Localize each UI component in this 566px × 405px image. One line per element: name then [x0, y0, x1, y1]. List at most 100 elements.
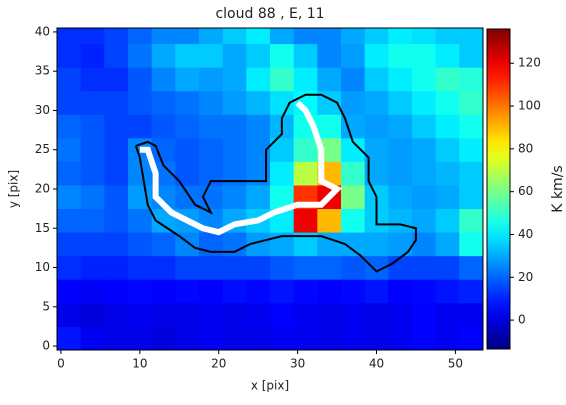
- x-axis-label: x [pix]: [251, 379, 289, 393]
- heatmap-cell: [246, 43, 271, 68]
- heatmap-cell: [412, 114, 437, 139]
- heatmap-cell: [175, 161, 200, 186]
- heatmap-cell: [459, 137, 484, 162]
- heatmap-cell: [175, 90, 200, 115]
- heatmap-cell: [317, 326, 342, 351]
- heatmap-cell: [270, 90, 295, 115]
- heatmap-cell: [80, 43, 105, 68]
- heatmap-cell: [388, 67, 413, 92]
- heatmap-cell: [199, 302, 224, 327]
- heatmap-cell: [317, 114, 342, 139]
- heatmap-cell: [57, 67, 82, 92]
- colorbar-tick-label: 80: [518, 141, 533, 155]
- y-axis-label: y [pix]: [7, 170, 21, 208]
- heatmap-cell: [80, 137, 105, 162]
- heatmap-cell: [222, 28, 247, 45]
- heatmap-cell: [222, 302, 247, 327]
- heatmap-cell: [57, 28, 82, 45]
- heatmap-cell: [364, 114, 389, 139]
- heatmap-cell: [246, 185, 271, 210]
- heatmap-cell: [435, 279, 460, 304]
- heatmap-cell: [364, 161, 389, 186]
- heatmap-cell: [222, 279, 247, 304]
- heatmap-cell: [435, 255, 460, 280]
- y-tick-label: 5: [42, 299, 50, 313]
- heatmap-cell: [199, 326, 224, 351]
- chart-title: cloud 88 , E, 11: [215, 6, 324, 22]
- heatmap-cell: [317, 43, 342, 68]
- heatmap-cell: [222, 43, 247, 68]
- heatmap-cell: [104, 28, 129, 45]
- heatmap-cell: [435, 161, 460, 186]
- heatmap-cell: [222, 326, 247, 351]
- heatmap-cell: [412, 28, 437, 45]
- heatmap-cell: [364, 279, 389, 304]
- x-tick-label: 50: [448, 357, 463, 371]
- y-tick-label: 35: [35, 64, 50, 78]
- heatmap-cell: [388, 114, 413, 139]
- heatmap-cell: [222, 114, 247, 139]
- heatmap-cell: [80, 255, 105, 280]
- heatmap-cell: [317, 302, 342, 327]
- heatmap-cell: [293, 137, 318, 162]
- heatmap-cell: [57, 185, 82, 210]
- heatmap-cell: [246, 90, 271, 115]
- heatmap-cell: [246, 28, 271, 45]
- heatmap-cell: [341, 114, 366, 139]
- y-tick-label: 40: [35, 24, 50, 38]
- heatmap-cell: [222, 255, 247, 280]
- skeleton-line: [139, 100, 343, 236]
- heatmap-cell: [104, 255, 129, 280]
- heatmap-cell: [412, 67, 437, 92]
- heatmap-cell: [270, 28, 295, 45]
- heatmap-cell: [57, 255, 82, 280]
- heatmap-cell: [388, 185, 413, 210]
- heatmap-cell: [270, 161, 295, 186]
- heatmap-cell: [412, 279, 437, 304]
- heatmap-cell: [435, 67, 460, 92]
- heatmap-cell: [293, 326, 318, 351]
- heatmap-cell: [412, 326, 437, 351]
- heatmap-cell: [435, 43, 460, 68]
- heatmap-cell: [104, 208, 129, 233]
- heatmap-cell: [270, 326, 295, 351]
- heatmap-cell: [388, 326, 413, 351]
- heatmap-cell: [80, 28, 105, 45]
- heatmap-cell: [80, 90, 105, 115]
- heatmap-cell: [388, 255, 413, 280]
- heatmap-cell: [151, 28, 176, 45]
- heatmap-cell: [128, 43, 153, 68]
- heatmap-cell: [412, 255, 437, 280]
- heatmap-cell: [459, 279, 484, 304]
- heatmap-cell: [270, 302, 295, 327]
- heatmap-cell: [128, 232, 153, 257]
- y-tick-label: 30: [35, 103, 50, 117]
- heatmap-cell: [435, 302, 460, 327]
- heatmap-cell: [459, 326, 484, 351]
- y-tick-label: 10: [35, 260, 50, 274]
- heatmap-cell: [151, 255, 176, 280]
- heatmap-cell: [246, 114, 271, 139]
- heatmap-cell: [128, 279, 153, 304]
- heatmap-cell: [364, 302, 389, 327]
- colorbar-label: K km/s: [550, 165, 566, 212]
- heatmap-cell: [151, 114, 176, 139]
- heatmap-cell: [128, 208, 153, 233]
- heatmap-cell: [364, 67, 389, 92]
- heatmap-cell: [412, 90, 437, 115]
- heatmap-cell: [80, 114, 105, 139]
- heatmap-cell: [104, 326, 129, 351]
- heatmap-cell: [104, 114, 129, 139]
- colorbar-tick-label: 20: [518, 270, 533, 284]
- heatmap-cell: [80, 232, 105, 257]
- heatmap-cell: [128, 326, 153, 351]
- heatmap-cell: [246, 302, 271, 327]
- heatmap-cell: [175, 28, 200, 45]
- heatmap-cell: [175, 114, 200, 139]
- heatmap-cell: [459, 208, 484, 233]
- heatmap-cell: [270, 185, 295, 210]
- heatmap-cell: [435, 326, 460, 351]
- heatmap-cell: [293, 208, 318, 233]
- heatmap-cell: [151, 43, 176, 68]
- heatmap-cell: [199, 90, 224, 115]
